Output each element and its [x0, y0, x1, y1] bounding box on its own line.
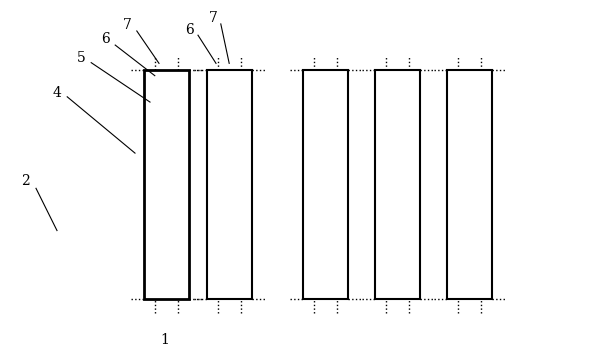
Text: 1: 1: [161, 333, 169, 347]
Bar: [303, 70, 348, 299]
Text: 7: 7: [124, 18, 132, 32]
Bar: [144, 70, 189, 299]
Text: 6: 6: [185, 23, 193, 37]
Text: 5: 5: [77, 51, 85, 65]
Text: 4: 4: [53, 86, 61, 100]
Bar: [447, 70, 492, 299]
Bar: [207, 70, 252, 299]
Text: 7: 7: [209, 11, 217, 25]
Bar: [375, 70, 420, 299]
Text: 6: 6: [101, 32, 109, 46]
Text: 2: 2: [21, 174, 29, 188]
